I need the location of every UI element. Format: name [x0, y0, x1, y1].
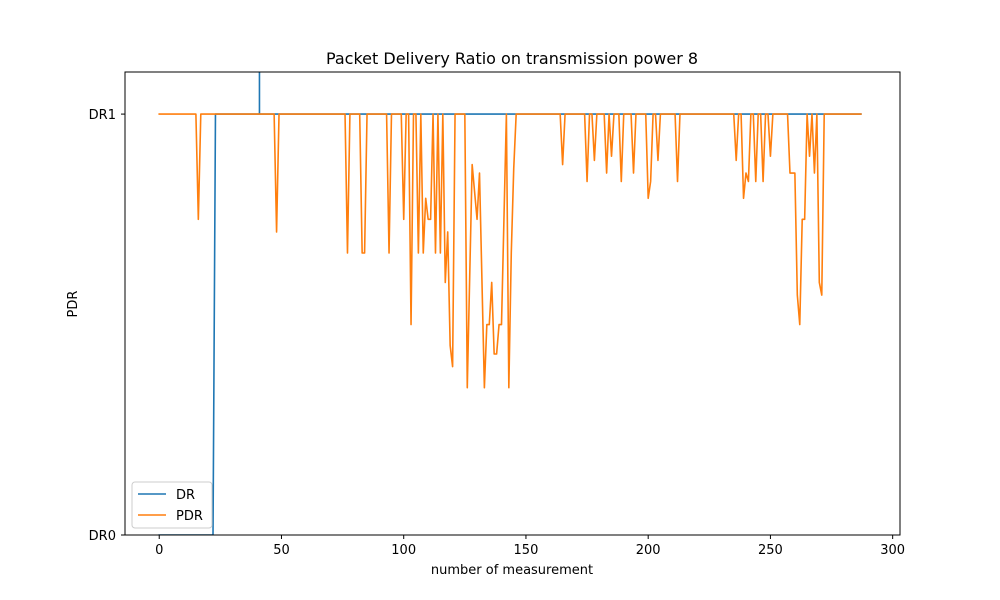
x-tick-label: 300	[880, 543, 905, 558]
series-line-pdr	[158, 113, 862, 389]
chart-title: Packet Delivery Ratio on transmission po…	[326, 49, 698, 68]
x-tick-label: 50	[273, 543, 290, 558]
series-lines	[158, 72, 862, 535]
x-tick-label: 100	[391, 543, 416, 558]
x-tick-label: 0	[155, 543, 163, 558]
x-tick-label: 250	[758, 543, 783, 558]
legend-label-dr: DR	[176, 488, 195, 503]
plot-frame	[124, 71, 901, 536]
plot-area: 0 50 100 150 200 250 300 DR0 DR1	[89, 71, 905, 558]
y-tick-label: DR1	[89, 108, 116, 123]
y-axis-label: PDR	[66, 291, 81, 318]
legend: DR PDR	[131, 481, 213, 529]
legend-label-pdr: PDR	[176, 509, 203, 524]
y-tick-label: DR0	[89, 529, 116, 544]
x-tick-label: 200	[636, 543, 661, 558]
x-axis-label: number of measurement	[431, 563, 593, 578]
x-tick-label: 150	[514, 543, 539, 558]
